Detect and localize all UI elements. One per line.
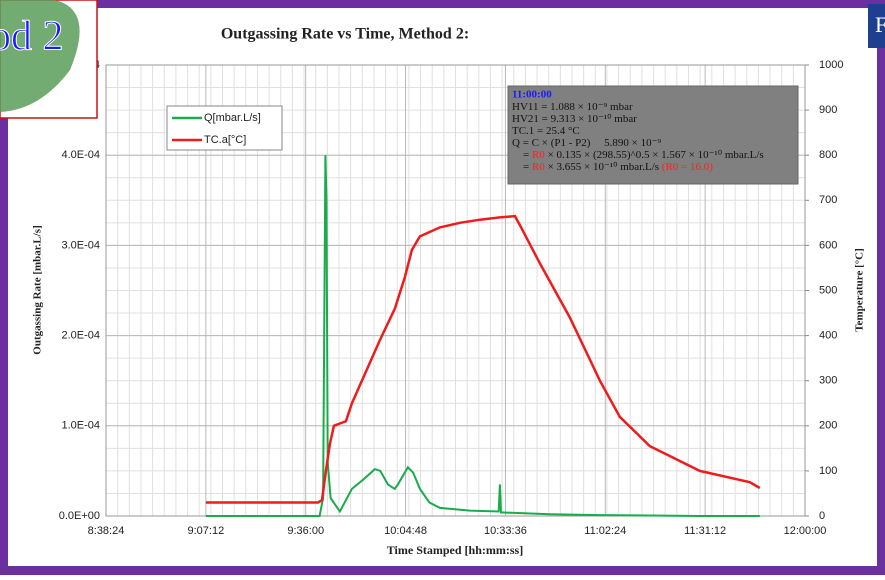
x-tick-label: 10:33:36 — [484, 525, 527, 537]
annotation-part: R0 — [532, 161, 545, 173]
annotation-part: × 3.655 × 10⁻¹⁰ mbar.L/s — [545, 161, 662, 173]
annotation-box — [507, 85, 799, 185]
annotation-line: = R0 × 3.655 × 10⁻¹⁰ mbar.L/s (R0 = 16.0… — [512, 161, 713, 173]
annotation-line: HV21 = 9.313 × 10⁻¹⁰ mbar — [512, 113, 637, 125]
x-tick-label: 11:02:24 — [584, 525, 626, 537]
legend-box — [166, 105, 283, 151]
y2-tick-label: 200 — [819, 420, 837, 432]
y-axis-title: Outgassing Rate [mbar.L/s] — [32, 225, 44, 354]
x-tick-label: 9:36:00 — [287, 525, 324, 537]
x-tick-label: 10:04:48 — [384, 525, 427, 537]
annotation-part: = — [512, 149, 532, 161]
annotation-part: (R0 = 16.0) — [662, 161, 713, 173]
chart-title: Outgassing Rate vs Time, Method 2: — [221, 26, 469, 43]
annotation-line: = R0 × 0.135 × (298.55)^0.5 × 1.567 × 10… — [512, 149, 764, 161]
y2-tick-label: 800 — [819, 149, 837, 161]
legend-label: Q[mbar.L/s] — [204, 112, 261, 124]
y2-tick-label: 0 — [819, 510, 825, 522]
annotation-part: HV11 = 1.088 × 10⁻⁹ mbar — [512, 101, 633, 113]
annotation-part: TC.1 = 25.4 °C — [512, 125, 580, 137]
annotation-line: Q = C × (P1 - P2) 5.890 × 10⁻⁹ — [512, 137, 661, 149]
y2-tick-label: 900 — [819, 104, 837, 116]
series-line — [205, 155, 760, 517]
annotation-line: HV11 = 1.088 × 10⁻⁹ mbar — [512, 101, 633, 113]
annotation-line: TC.1 = 25.4 °C — [512, 125, 580, 137]
x-tick-label: 8:38:24 — [88, 525, 125, 537]
y-tick-label: 4.0E-04 — [61, 149, 100, 161]
legend-label: TC.a[°C] — [204, 134, 246, 146]
y-tick-label: 1.0E-04 — [61, 420, 100, 432]
legend: Q[mbar.L/s] TC.a[°C] — [166, 105, 283, 151]
annotation-part: Q = C × (P1 - P2) 5.890 × 10⁻⁹ — [512, 137, 661, 149]
slide-corner-text: F — [875, 12, 885, 37]
y2-tick-label: 500 — [819, 284, 837, 296]
y-tick-label: 0.0E+00 — [59, 510, 100, 522]
y2-tick-label: 700 — [819, 194, 837, 206]
y2-tick-label: 600 — [819, 239, 837, 251]
x-tick-label: 12:00:00 — [784, 525, 827, 537]
y2-tick-label: 400 — [819, 330, 837, 342]
annotation-part: = — [512, 161, 532, 173]
annotation-part: × 0.135 × (298.55)^0.5 × 1.567 × 10⁻¹⁰ m… — [545, 149, 764, 161]
x-tick-label: 9:07:12 — [188, 525, 225, 537]
y2-tick-label: 1000 — [819, 59, 843, 71]
y-tick-label: 3.0E-04 — [61, 239, 100, 251]
annotation-part: HV21 = 9.313 × 10⁻¹⁰ mbar — [512, 113, 637, 125]
legend-items: Q[mbar.L/s] TC.a[°C] — [172, 112, 261, 146]
corner-tab — [868, 4, 885, 48]
overlay-shape — [0, 0, 80, 112]
y2-tick-label: 300 — [819, 375, 837, 387]
slide-corner-text: od 2 — [0, 14, 64, 60]
annotation-part: R0 — [532, 149, 545, 161]
x-tick-label: 11:31:12 — [684, 525, 726, 537]
y2-axis-title: Temperature [°C] — [854, 248, 866, 332]
x-axis-title: Time Stamped [hh:mm:ss] — [387, 543, 523, 557]
plot-border — [105, 64, 806, 517]
y-tick-label: 2.0E-04 — [61, 330, 100, 342]
series-line — [205, 214, 761, 504]
y2-tick-label: 100 — [819, 465, 837, 477]
annotation-time: 11:00:00 — [512, 89, 552, 101]
